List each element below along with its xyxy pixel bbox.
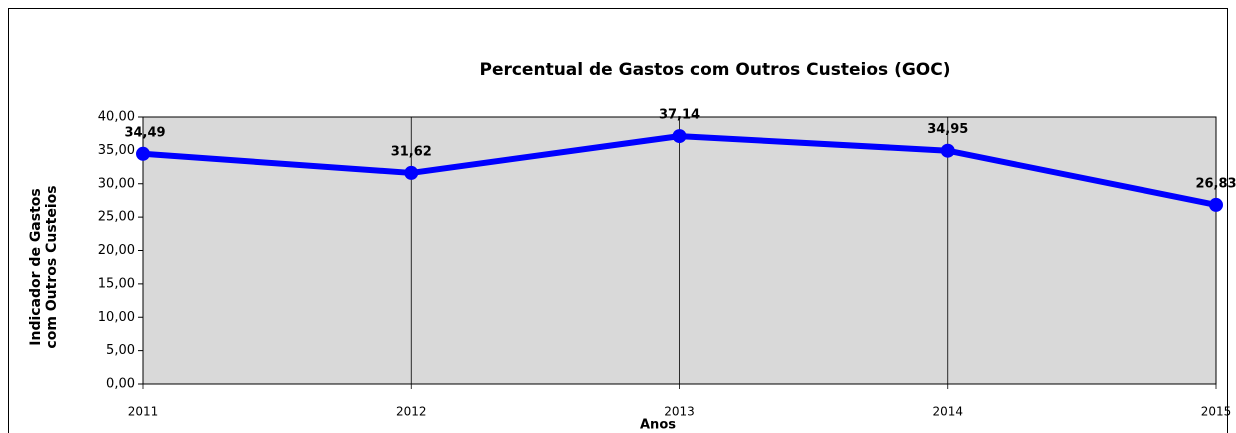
y-tick-label: 5,00 <box>106 343 135 358</box>
data-point <box>136 146 150 161</box>
data-label: 31,62 <box>391 144 432 159</box>
y-tick-label: 15,00 <box>98 276 135 291</box>
x-tick-label: 2015 <box>1201 405 1232 419</box>
y-axis-label: com Outros Custeios <box>44 185 60 348</box>
data-label: 34,49 <box>124 125 165 140</box>
y-axis-label: Indicador de Gastos <box>28 188 44 345</box>
data-label: 26,83 <box>1195 176 1236 191</box>
y-tick-label: 40,00 <box>98 110 135 125</box>
x-tick-label: 2011 <box>128 405 159 419</box>
y-tick-label: 20,00 <box>98 243 135 258</box>
data-label: 37,14 <box>659 108 700 123</box>
data-point <box>672 129 687 144</box>
x-tick-label: 2013 <box>664 405 695 419</box>
data-point <box>940 143 955 158</box>
x-tick-label: 2012 <box>396 405 427 419</box>
y-tick-label: 25,00 <box>98 210 135 225</box>
x-tick-label: 2014 <box>932 405 963 419</box>
data-label: 34,95 <box>927 122 968 137</box>
data-point <box>1209 197 1223 212</box>
data-point <box>404 165 419 180</box>
y-tick-label: 35,00 <box>98 143 135 158</box>
chart-title: Percentual de Gastos com Outros Custeios… <box>479 60 950 80</box>
x-axis-label: Anos <box>640 418 676 433</box>
y-tick-label: 30,00 <box>98 176 135 191</box>
y-tick-label: 0,00 <box>106 377 135 392</box>
y-tick-label: 10,00 <box>98 310 135 325</box>
